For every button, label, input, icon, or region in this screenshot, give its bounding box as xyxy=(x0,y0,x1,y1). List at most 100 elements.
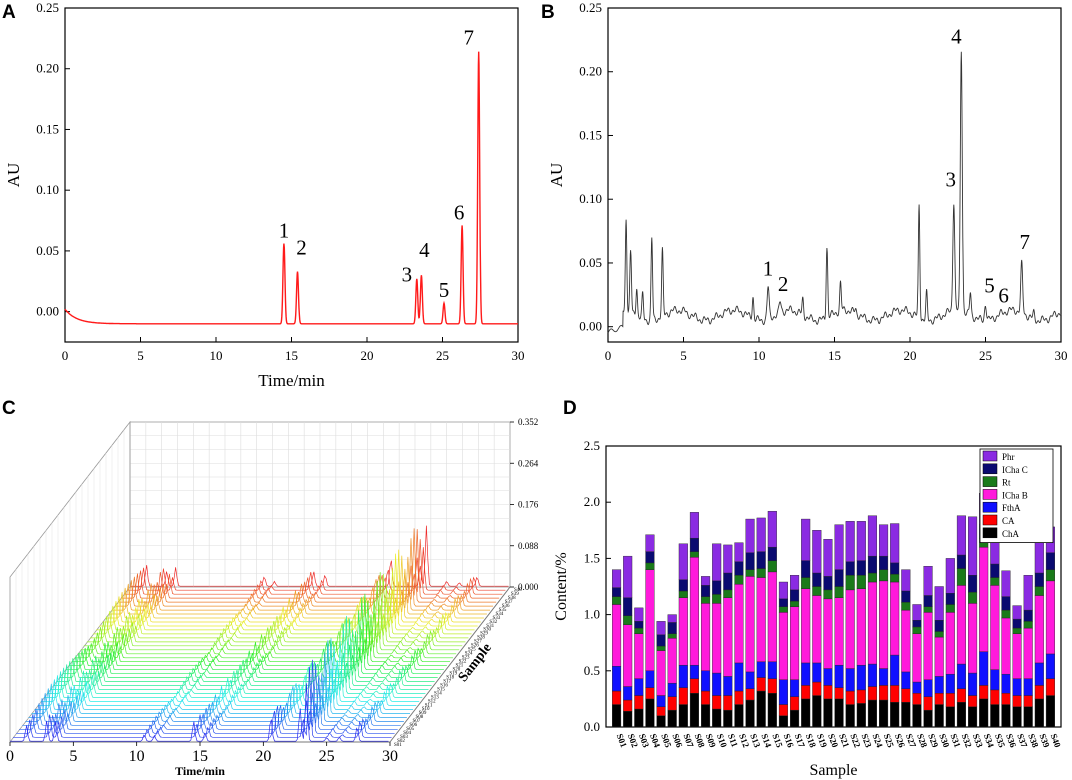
bar-segment xyxy=(612,704,622,728)
bar-segment xyxy=(1023,621,1033,629)
bar-segment xyxy=(678,687,688,705)
x-tick-label: S14 xyxy=(759,732,773,749)
y-tick-label: 1.0 xyxy=(584,607,600,622)
peak-label: 6 xyxy=(998,283,1009,307)
bar-segment xyxy=(812,530,822,574)
bar-segment xyxy=(801,518,811,561)
bar-segment xyxy=(968,603,978,674)
sample-tick-label: S27 xyxy=(474,640,482,645)
x-tick-label: S19 xyxy=(815,732,829,749)
bar-segment xyxy=(867,663,877,687)
bar-segment xyxy=(712,672,722,696)
bar-segment xyxy=(1034,586,1044,596)
bar-segment xyxy=(1034,572,1044,587)
bar-segment xyxy=(790,696,800,711)
bar-segment xyxy=(1045,653,1055,679)
sample-tick-label: S40 xyxy=(514,588,522,593)
sample-trace xyxy=(90,584,469,639)
bar-segment xyxy=(945,593,955,605)
x-tick-label: S32 xyxy=(960,732,974,749)
chromatogram-a: 0 5 10 15 20 25 300.000.050.100.150.200.25AUTi… xyxy=(4,0,525,390)
bar-segment xyxy=(945,706,955,728)
bar-segment xyxy=(1023,706,1033,728)
sample-trace xyxy=(28,652,407,718)
bar-segment xyxy=(790,606,800,680)
legend-label: Rt xyxy=(1002,478,1011,488)
legend-swatch xyxy=(982,527,998,539)
bar-segment xyxy=(778,715,788,728)
bar-segment xyxy=(790,575,800,591)
bar-segment xyxy=(879,685,889,701)
bar-segment xyxy=(801,560,811,578)
bar-segment xyxy=(912,633,922,683)
bar-segment xyxy=(689,678,699,694)
bar-segment xyxy=(745,671,755,689)
sample-trace xyxy=(50,615,429,690)
x-tick-label: S15 xyxy=(770,732,784,749)
bar-segment xyxy=(979,685,989,700)
bar-segment xyxy=(756,551,766,569)
x-tick-label: 10 xyxy=(753,348,766,363)
bar-segment xyxy=(667,622,677,634)
bar-segment xyxy=(856,664,866,691)
chromatogram-3d-c: 0.000 0.088 0.176 0.264 0.352 0 5 10 15 20 25 30 Tim… xyxy=(6,417,539,778)
x-tick-label: S12 xyxy=(737,732,751,749)
bar-segment xyxy=(867,515,877,557)
bar-segment xyxy=(856,703,866,728)
sample-trace xyxy=(83,572,463,647)
bar-segment xyxy=(689,557,699,666)
bar-segment xyxy=(712,594,722,604)
bar-segment xyxy=(656,634,666,647)
bar-segment xyxy=(612,604,622,667)
bar-segment xyxy=(834,524,844,570)
sample-tick-label: S10 xyxy=(422,707,430,712)
bar-segment xyxy=(912,681,922,694)
bar-segment xyxy=(823,685,833,700)
z-tick-label: 0.264 xyxy=(518,458,539,468)
bar-segment xyxy=(801,685,811,700)
sample-tick-label: S22 xyxy=(459,660,467,665)
x-tick-label: S37 xyxy=(1015,732,1029,749)
bar-segment xyxy=(956,688,966,703)
sample-trace xyxy=(105,555,484,619)
bar-segment xyxy=(956,554,966,569)
sample-tick-label: S14 xyxy=(434,691,442,696)
sample-tick-label: S07 xyxy=(412,719,420,724)
bar-segment xyxy=(701,576,711,586)
bar-segment xyxy=(678,579,688,592)
bar-segment xyxy=(734,662,744,692)
x-tick-label: S07 xyxy=(681,732,695,749)
bar-segment xyxy=(1012,618,1022,629)
bar-segment xyxy=(701,596,711,604)
panel-label-d: D xyxy=(563,398,577,419)
bar-segment xyxy=(778,704,788,716)
bar-segment xyxy=(778,606,788,613)
sample-tick-label: S21 xyxy=(456,664,464,669)
bar-segment xyxy=(990,704,1000,728)
bar-segment xyxy=(701,690,711,705)
legend-label: ChA xyxy=(1002,529,1020,539)
bar-segment xyxy=(979,651,989,686)
bar-segment xyxy=(867,581,877,665)
bar-segment xyxy=(1012,678,1022,696)
bar-segment xyxy=(767,560,777,573)
side-wall xyxy=(9,420,131,744)
x-tick-label: 20 xyxy=(255,748,271,765)
x-tick-label: S31 xyxy=(948,732,962,749)
bar-segment xyxy=(856,588,866,666)
sample-trace xyxy=(93,589,472,635)
bar-segment xyxy=(1045,695,1055,728)
sample-trace xyxy=(13,666,392,738)
bar-segment xyxy=(634,708,644,728)
bar-segment xyxy=(734,575,744,585)
bar-segment xyxy=(645,569,655,672)
bar-segment xyxy=(667,709,677,728)
x-tick-label: S27 xyxy=(904,732,918,749)
sample-tick-label: S26 xyxy=(471,644,479,649)
bar-segment xyxy=(890,581,900,656)
y-tick-label: 0.25 xyxy=(36,0,59,15)
x-tick-label: S17 xyxy=(793,732,807,749)
x-tick-label: 10 xyxy=(210,348,223,363)
bar-segment xyxy=(656,645,666,651)
sample-trace xyxy=(111,556,490,611)
